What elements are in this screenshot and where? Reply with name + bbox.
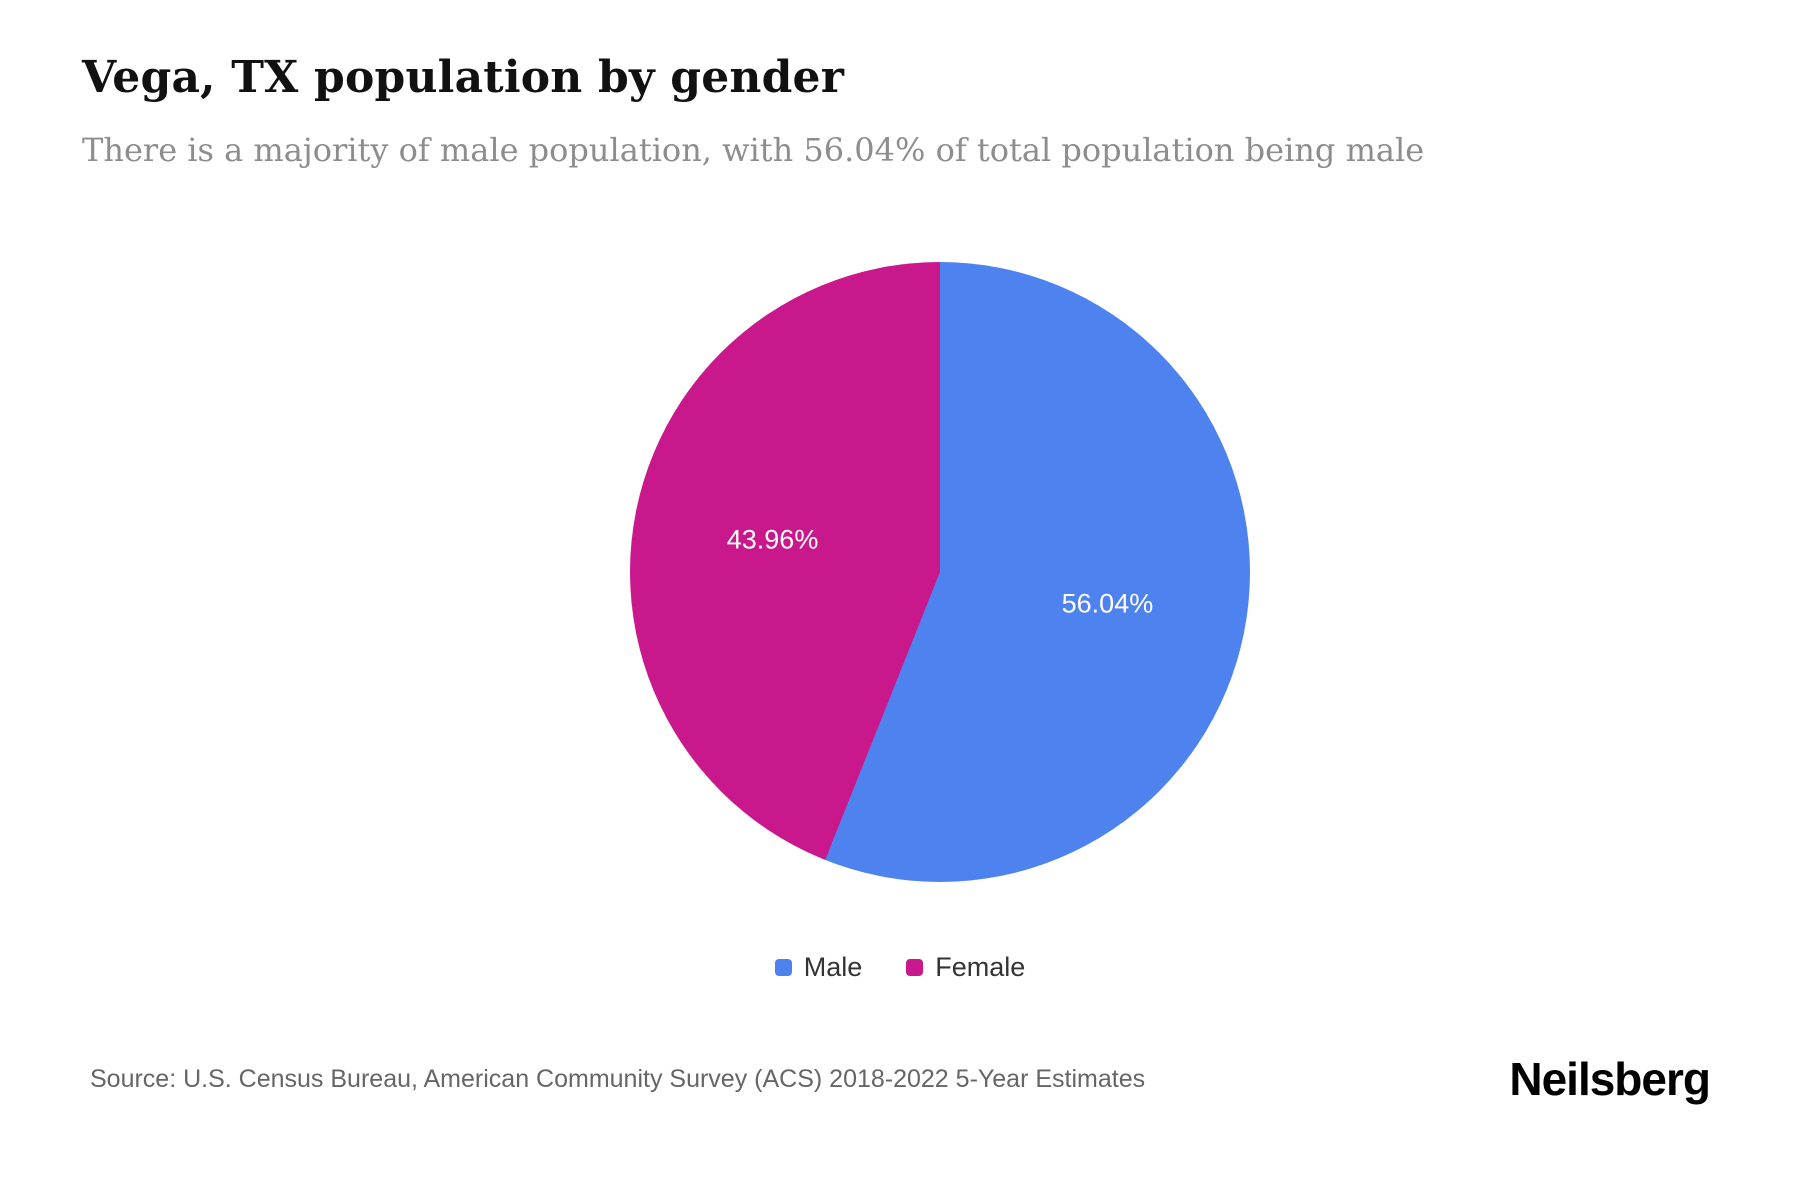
female-swatch-icon: [906, 959, 924, 976]
source-attribution: Source: U.S. Census Bureau, American Com…: [90, 1064, 1146, 1093]
legend-item-female[interactable]: Female: [906, 952, 1025, 983]
chart-header: Vega, TX population by gender There is a…: [82, 52, 1718, 169]
footer: Source: U.S. Census Bureau, American Com…: [90, 1052, 1711, 1106]
legend-item-male[interactable]: Male: [774, 952, 863, 983]
slice-label-male: 56.04%: [1061, 588, 1154, 619]
slice-label-female: 43.96%: [726, 524, 819, 555]
legend: Male Female: [0, 952, 1800, 983]
pie-chart: 56.04% 43.96%: [630, 262, 1250, 882]
page-subtitle: There is a majority of male population, …: [82, 131, 1425, 169]
legend-label-female: Female: [935, 952, 1026, 982]
pie-graphic[interactable]: [630, 262, 1250, 882]
neilsberg-logo: Neilsberg: [1509, 1053, 1711, 1105]
legend-label-male: Male: [803, 952, 863, 982]
male-swatch-icon: [774, 959, 792, 976]
page-title: Vega, TX population by gender: [82, 52, 845, 103]
